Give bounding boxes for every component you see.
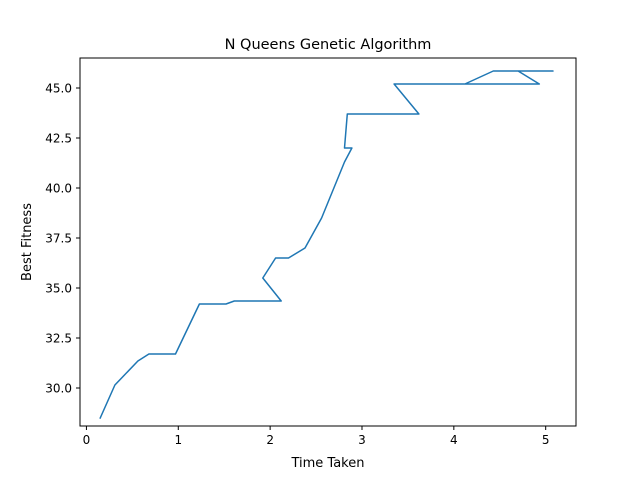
axes-frame (79, 57, 577, 427)
y-tick-label: 30.0 (45, 382, 72, 396)
x-tick-label: 4 (450, 433, 458, 447)
series-line-0 (99, 70, 554, 419)
x-axis-label: Time Taken (290, 456, 364, 471)
x-tick-label: 1 (174, 433, 182, 447)
y-tick-label: 42.5 (45, 132, 72, 146)
x-tick-label: 2 (266, 433, 274, 447)
chart-title: N Queens Genetic Algorithm (225, 37, 432, 53)
axis-ticks: 0 1 2 3 4 5 30.0 32.5 35.0 37.5 40.0 42.5 45.0 (45, 82, 549, 448)
y-tick-label: 35.0 (45, 282, 72, 296)
x-tick-label: 5 (542, 433, 550, 447)
y-tick-label: 40.0 (45, 182, 72, 196)
plot-area (99, 70, 554, 419)
y-tick-label: 37.5 (45, 232, 72, 246)
y-axis-label: Best Fitness (20, 203, 35, 281)
y-tick-label: 45.0 (45, 82, 72, 96)
x-tick-label: 0 (83, 433, 91, 447)
y-tick-label: 32.5 (45, 332, 72, 346)
x-tick-label: 3 (358, 433, 366, 447)
